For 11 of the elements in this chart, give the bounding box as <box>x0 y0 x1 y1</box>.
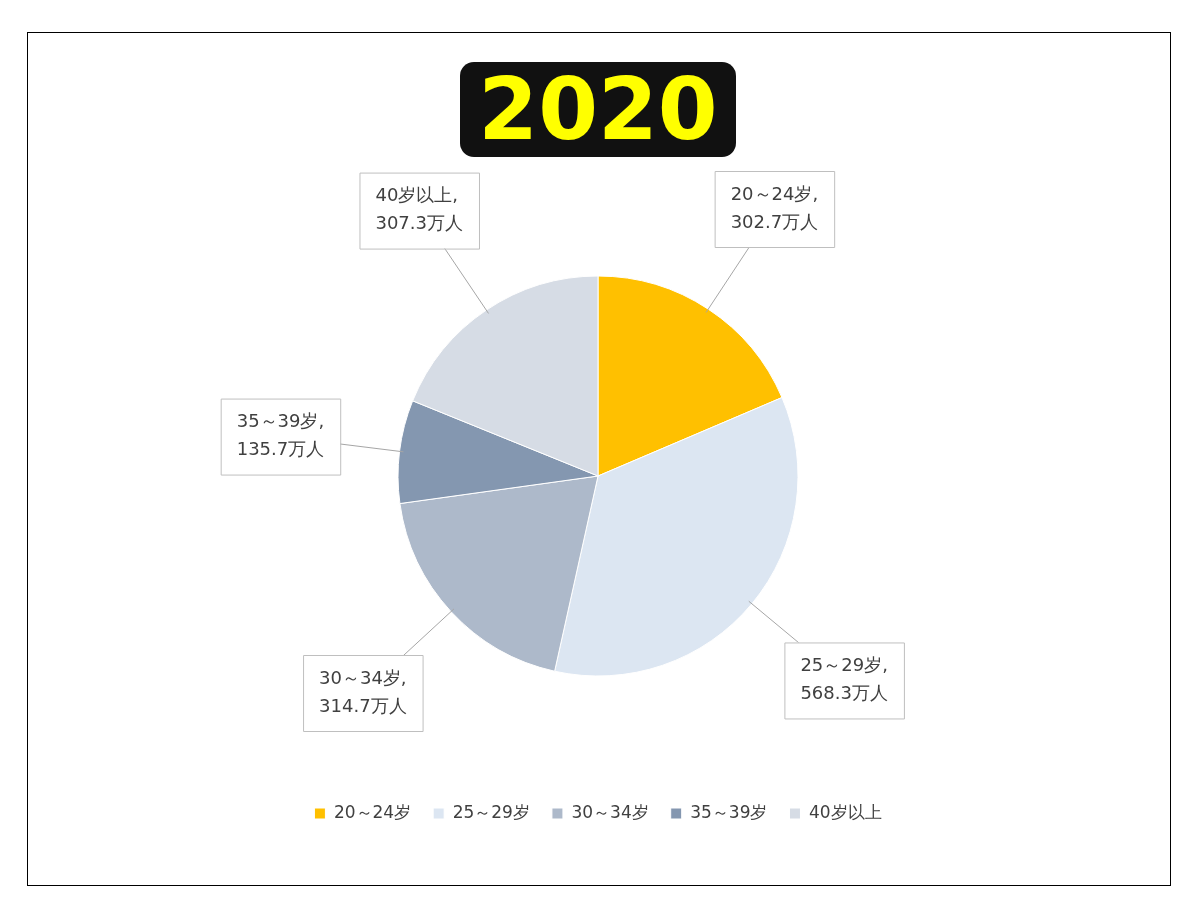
data-label: 40岁以上, 307.3万人 <box>375 184 463 234</box>
legend-label: 30～34岁 <box>571 801 649 822</box>
data-label: 20～24岁, 302.7万人 <box>730 182 819 232</box>
legend-label: 20～24岁 <box>333 801 412 822</box>
chart-title: 2020 <box>460 59 736 159</box>
legend-label: 35～39岁 <box>690 801 768 822</box>
data-label: 35～39岁, 135.7万人 <box>236 410 325 460</box>
legend-label: 25～29岁 <box>452 801 530 822</box>
legend-label: 40岁以上 <box>808 801 882 822</box>
data-label: 30～34岁, 314.7万人 <box>319 666 407 716</box>
data-label: 25～29岁, 568.3万人 <box>800 654 888 704</box>
